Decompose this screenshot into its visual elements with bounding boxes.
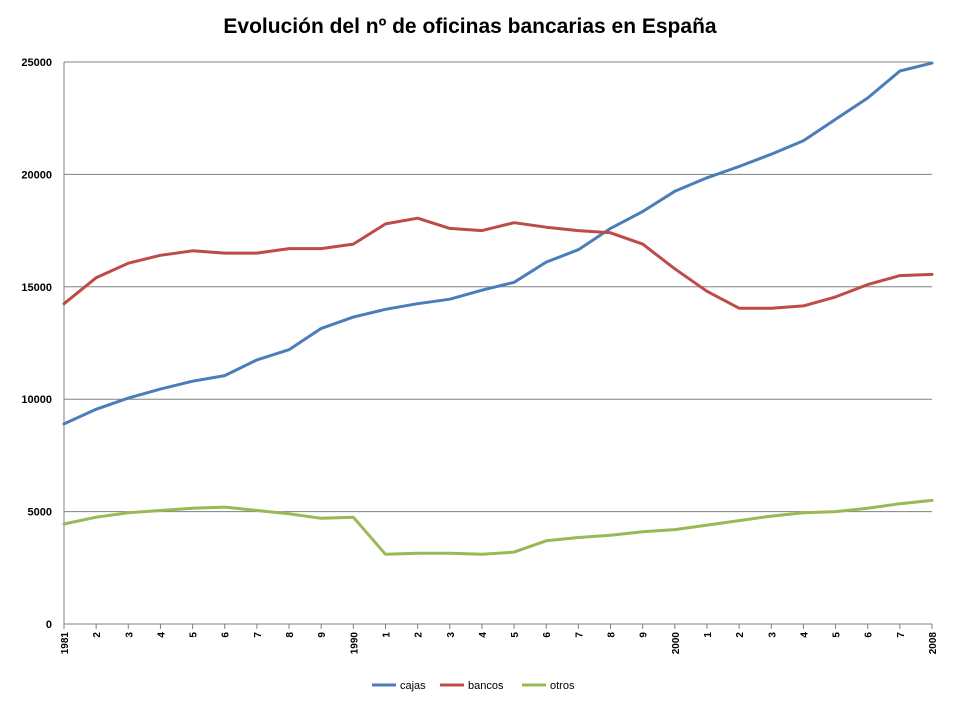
x-tick-label: 7: [574, 632, 585, 638]
gridlines: [63, 61, 932, 625]
y-tick-label: 20000: [21, 169, 52, 181]
x-tick-label: 4: [156, 632, 167, 638]
legend-label-cajas: cajas: [400, 680, 426, 692]
x-tick-label: 7: [253, 632, 264, 638]
x-tick-label: 2: [92, 632, 103, 638]
x-tick-label: 5: [189, 632, 200, 638]
x-tick-label: 6: [864, 632, 875, 638]
x-tick-label: 3: [124, 632, 135, 638]
x-axis-tick-labels: 1981 2 3 4 5 6 7 8 9 1990 1 2 3 4 5 6 7 8 9 2000 1 2 3 4 5 6 7 2008: [60, 624, 939, 654]
y-tick-label: 5000: [28, 507, 52, 519]
series-line-cajas: [62, 61, 934, 426]
x-tick-label: 1: [703, 632, 714, 638]
series-line-bancos: [62, 216, 934, 310]
legend: cajas bancos otros: [372, 680, 575, 692]
legend-label-otros: otros: [550, 680, 575, 692]
x-tick-label: 3: [767, 632, 778, 638]
x-tick-label: 3: [446, 632, 457, 638]
x-tick-label: 5: [510, 632, 521, 638]
legend-label-bancos: bancos: [468, 680, 504, 692]
x-tick-label: 8: [607, 632, 618, 638]
x-tick-label: 9: [317, 632, 328, 638]
chart-title: Evolución del nº de oficinas bancarias e…: [223, 15, 716, 38]
y-axis-tick-labels: 0 5000 10000 15000 20000 25000: [21, 57, 52, 631]
y-tick-label: 25000: [21, 57, 52, 69]
x-tick-label: 2: [414, 632, 425, 638]
x-tick-label: 9: [639, 632, 650, 638]
x-tick-label: 4: [478, 632, 489, 638]
y-tick-label: 10000: [21, 394, 52, 406]
y-tick-label: 0: [46, 619, 52, 631]
x-tick-label: 1990: [349, 632, 360, 655]
x-tick-label: 6: [221, 632, 232, 638]
y-tick-label: 15000: [21, 282, 52, 294]
x-tick-label: 2: [735, 632, 746, 638]
x-tick-label: 1: [381, 632, 392, 638]
x-tick-label: 6: [542, 632, 553, 638]
x-tick-label: 1981: [60, 632, 71, 655]
x-tick-label: 7: [896, 632, 907, 638]
x-tick-label: 5: [832, 632, 843, 638]
series-lines: [62, 61, 934, 556]
series-line-otros: [62, 498, 934, 556]
x-tick-label: 8: [285, 632, 296, 638]
x-tick-label: 2008: [928, 632, 939, 655]
x-tick-label: 2000: [671, 632, 682, 655]
x-tick-label: 4: [799, 632, 810, 638]
